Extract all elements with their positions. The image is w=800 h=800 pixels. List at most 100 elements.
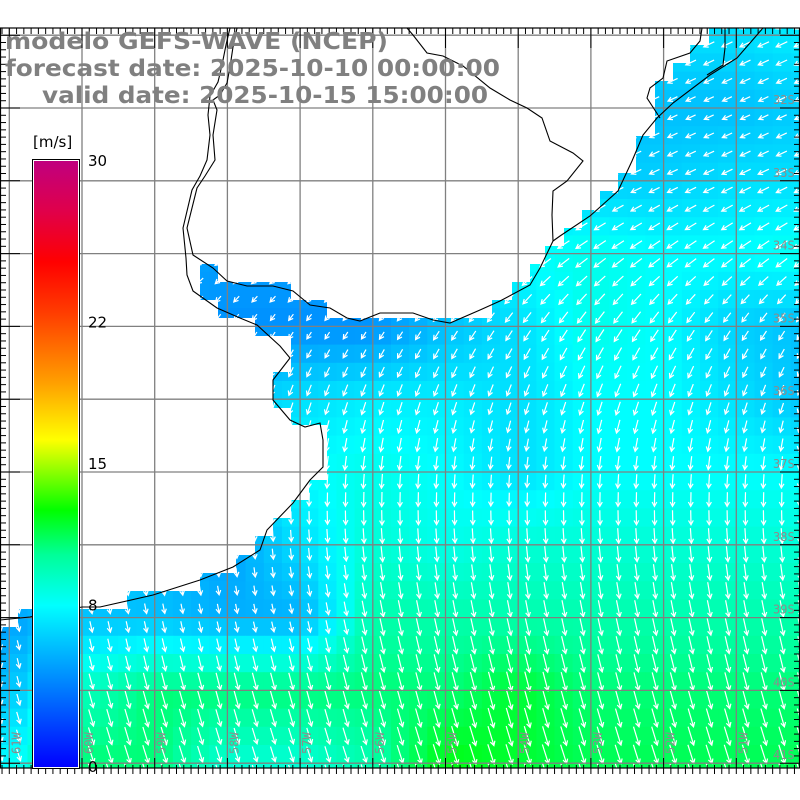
wind-arrow <box>506 635 514 656</box>
wind-arrow <box>324 602 331 616</box>
lat-lon-grid <box>0 28 800 768</box>
wind-arrow <box>578 762 582 768</box>
wind-arrow <box>470 636 477 655</box>
wind-arrow <box>597 582 604 600</box>
wind-arrow <box>722 294 732 305</box>
wind-arrow <box>452 600 459 618</box>
speed-cell <box>9 763 29 768</box>
wind-arrow <box>505 402 512 416</box>
wind-arrow <box>614 401 621 416</box>
wind-arrow <box>666 258 679 268</box>
wind-arrow <box>451 438 457 453</box>
wind-arrow <box>434 618 441 637</box>
speed-cell <box>790 635 800 655</box>
wind-arrow <box>488 600 495 618</box>
wind-arrow <box>342 349 349 359</box>
wind-arrow <box>757 132 769 139</box>
wind-arrow <box>234 655 241 672</box>
speed-cell <box>790 108 800 127</box>
wind-arrow <box>561 546 567 563</box>
wind-arrow <box>778 420 785 434</box>
speed-cell <box>790 599 800 619</box>
wind-arrow <box>360 402 367 416</box>
wind-arrow <box>325 637 331 654</box>
wind-arrow <box>178 763 182 768</box>
wind-arrow <box>741 330 749 342</box>
wind-arrow <box>685 114 696 121</box>
wind-arrow <box>232 295 240 303</box>
wind-arrow <box>684 168 697 175</box>
speed-cell <box>100 763 119 768</box>
wind-arrow <box>651 654 659 674</box>
wind-arrow <box>432 402 439 416</box>
wind-arrow <box>560 726 569 747</box>
wind-arrow <box>543 618 550 637</box>
wind-arrow <box>579 636 586 655</box>
wind-arrow <box>723 384 731 397</box>
wind-arrow <box>702 77 715 84</box>
wind-arrow <box>487 366 495 379</box>
wind-arrow <box>761 618 768 637</box>
wind-arrow <box>669 690 677 710</box>
wind-arrow <box>433 528 440 545</box>
wind-arrow <box>179 638 186 653</box>
wind-arrow <box>16 711 22 725</box>
wind-arrow <box>432 726 441 747</box>
wind-arrow <box>197 621 204 634</box>
latitude-label: 40S <box>773 675 795 689</box>
speed-cell <box>790 544 800 564</box>
wind-arrow <box>541 762 545 768</box>
wind-arrow <box>687 383 694 398</box>
wind-arrow <box>433 437 439 453</box>
wind-arrow <box>523 366 531 379</box>
speed-cell <box>536 763 556 768</box>
wind-arrow <box>360 528 367 545</box>
wind-arrow <box>706 492 712 508</box>
wind-arrow <box>720 168 733 176</box>
wind-arrow <box>378 349 385 360</box>
wind-arrow <box>725 582 731 600</box>
wind-arrow <box>433 690 441 710</box>
wind-arrow <box>487 330 495 342</box>
wind-arrow <box>106 691 114 710</box>
wind-arrow <box>378 727 387 746</box>
wind-arrow <box>396 331 404 341</box>
wind-arrow <box>779 582 786 600</box>
wind-arrow <box>488 510 494 526</box>
wind-arrow <box>756 222 770 231</box>
wind-arrow <box>379 618 386 637</box>
latitude-labels: 32S 33S 34S 35S 36S 37S 38S 39S 40S 41S <box>773 93 795 762</box>
wind-arrow <box>360 349 367 359</box>
wind-arrow <box>451 690 459 711</box>
wind-arrow <box>613 329 623 343</box>
wind-arrow <box>669 654 677 674</box>
wind-arrow <box>342 690 350 710</box>
wind-arrow <box>686 311 696 324</box>
wind-arrow <box>542 510 549 526</box>
wind-arrow <box>505 438 512 452</box>
latitude-label: 38S <box>773 530 795 544</box>
wind-arrow <box>270 603 276 615</box>
speed-cell <box>790 745 800 764</box>
wind-arrow <box>396 726 405 746</box>
wind-arrow <box>288 746 295 763</box>
wind-arrow <box>615 690 623 710</box>
wind-arrow <box>561 600 568 618</box>
wind-arrow <box>432 762 436 768</box>
wind-arrow <box>705 402 712 416</box>
valid-date: valid date: 2025-10-15 15:00:00 <box>42 83 488 109</box>
speed-cell <box>772 28 792 36</box>
wind-arrow <box>613 311 623 324</box>
wind-arrow <box>433 546 440 563</box>
wind-arrow <box>724 546 731 563</box>
wind-arrow <box>596 365 604 380</box>
wind-arrow <box>596 383 604 398</box>
speed-cell <box>318 763 338 768</box>
wind-arrow <box>669 383 676 398</box>
wind-arrow <box>525 582 531 600</box>
wind-arrow <box>687 365 695 379</box>
wind-arrow <box>778 492 785 508</box>
wind-arrow <box>270 585 276 597</box>
wind-arrow <box>324 690 332 710</box>
longitude-label: 52W <box>664 732 678 754</box>
